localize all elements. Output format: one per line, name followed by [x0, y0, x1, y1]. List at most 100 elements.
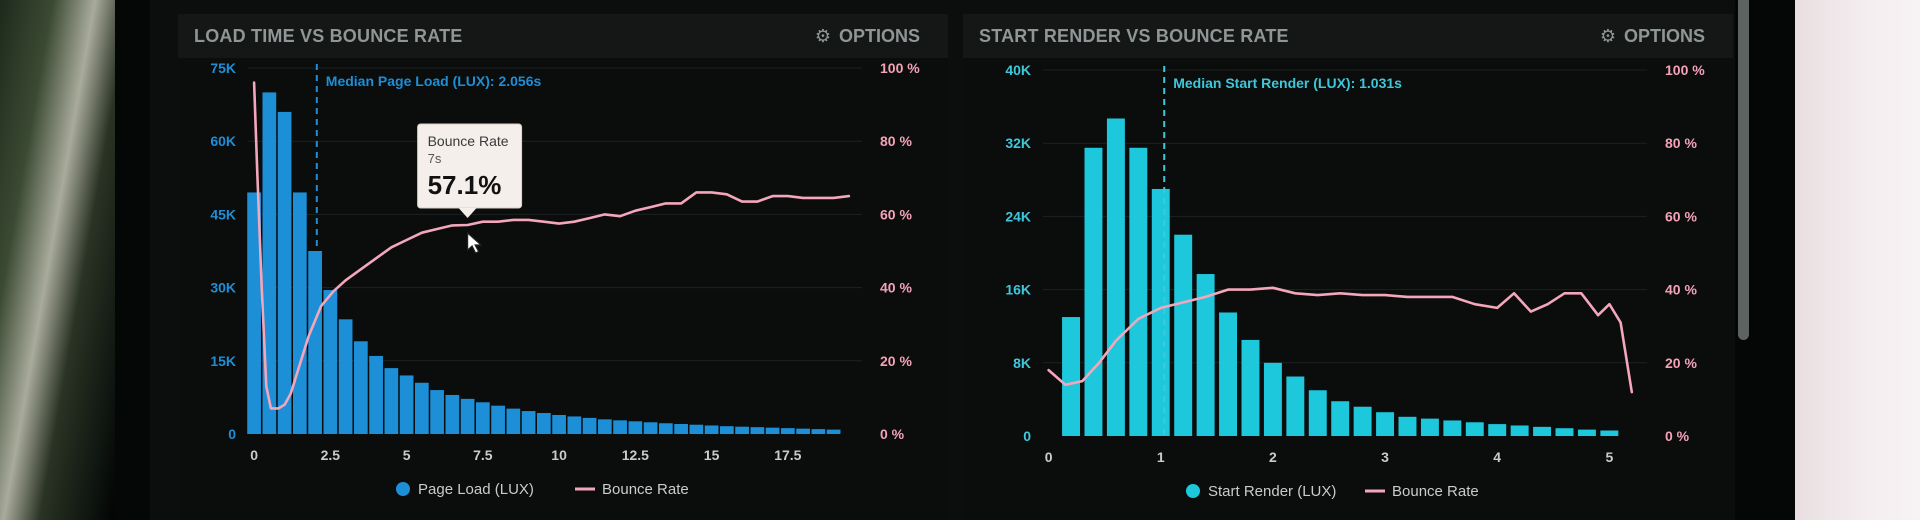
y-right-tick-label: 40 %: [880, 280, 912, 296]
y-left-tick-label: 30K: [210, 280, 236, 296]
bar: [1443, 420, 1462, 436]
bar: [704, 425, 719, 434]
bar: [1062, 317, 1081, 436]
bar: [1084, 147, 1103, 436]
bar: [765, 427, 780, 434]
x-tick-label: 3: [1381, 449, 1389, 465]
bar: [1376, 412, 1395, 436]
legend-label: Bounce Rate: [602, 481, 689, 498]
legend-marker-dot: [1186, 484, 1200, 498]
bar: [262, 92, 277, 435]
bar: [1331, 401, 1350, 436]
x-tick-label: 7.5: [473, 447, 493, 463]
bar: [689, 424, 704, 434]
bar: [1151, 188, 1170, 436]
bar: [247, 192, 261, 434]
bar: [414, 382, 429, 434]
bar: [567, 416, 582, 434]
y-left-tick-label: 40K: [1005, 62, 1031, 78]
bar: [292, 192, 307, 434]
panel-title: LOAD TIME VS BOUNCE RATE: [194, 26, 463, 46]
bar: [1129, 147, 1148, 436]
bar: [369, 355, 383, 434]
x-tick-label: 17.5: [774, 447, 801, 463]
bar: [1263, 362, 1282, 436]
bar: [1577, 429, 1596, 436]
y-left-tick-label: 16K: [1005, 282, 1031, 298]
bar: [628, 421, 643, 434]
bar: [719, 426, 734, 434]
x-tick-label: 5: [403, 447, 411, 463]
bar: [1286, 376, 1305, 436]
bar: [491, 405, 505, 434]
bar: [582, 417, 597, 434]
bar: [338, 319, 353, 434]
load-time-panel: LOAD TIME VS BOUNCE RATE ⚙ OPTIONS 0 15K 3…: [178, 14, 948, 520]
bounce-rate-line: [1047, 286, 1634, 394]
bar: [1353, 406, 1372, 436]
y-right-tick-label: 80 %: [1665, 135, 1697, 151]
y-right-tick-label: 60 %: [1665, 208, 1697, 224]
legend-label: Bounce Rate: [1392, 483, 1479, 500]
background-wall: [1795, 0, 1920, 520]
y-right-tick-label: 100 %: [880, 60, 920, 76]
scrollbar-thumb[interactable]: [1738, 0, 1749, 340]
bar: [796, 428, 810, 434]
bar: [826, 429, 841, 434]
bar: [399, 375, 414, 434]
start-render-chart: 0 8K 16K 24K 32K 40K 0 % 20 % 40 % 60 % 80 % 100 % 0…: [1005, 62, 1705, 500]
bar: [597, 419, 612, 434]
bar: [735, 426, 749, 434]
bar: [1241, 339, 1260, 436]
background-plant: [0, 0, 120, 520]
bar: [750, 427, 765, 434]
y-left-tick-label: 15K: [210, 353, 236, 369]
bar: [811, 429, 826, 434]
options-label: OPTIONS: [838, 26, 920, 46]
bar: [1600, 430, 1619, 436]
legend-label: Page Load (LUX): [418, 481, 534, 498]
bar: [658, 423, 673, 434]
bar: [780, 428, 795, 434]
bounce-rate-line: [252, 81, 851, 410]
x-tick-label: 4: [1493, 449, 1501, 465]
y-left-tick-label: 45K: [210, 206, 236, 222]
tooltip-subtitle: 7s: [428, 151, 442, 166]
bar: [1219, 312, 1238, 436]
bar: [521, 411, 536, 434]
panel-header: START RENDER VS BOUNCE RATE ⚙ OPTIONS: [963, 14, 1733, 58]
y-left-tick-label: 0: [228, 426, 236, 442]
bar: [308, 251, 322, 434]
bar: [1106, 118, 1125, 437]
panel-header: LOAD TIME VS BOUNCE RATE ⚙ OPTIONS: [178, 14, 948, 58]
panel-title: START RENDER VS BOUNCE RATE: [979, 26, 1289, 46]
options-button[interactable]: ⚙ OPTIONS: [1600, 26, 1705, 47]
y-right-tick-label: 0 %: [880, 426, 905, 442]
options-button[interactable]: ⚙ OPTIONS: [815, 26, 920, 47]
x-tick-label: 1: [1157, 449, 1165, 465]
y-left-tick-label: 8K: [1013, 355, 1031, 371]
y-right-tick-label: 80 %: [880, 133, 912, 149]
x-tick-label: 10: [551, 447, 567, 463]
bar: [277, 111, 292, 435]
gear-icon: ⚙: [814, 26, 831, 46]
median-label: Median Page Load (LUX): 2.056s: [326, 73, 542, 89]
x-tick-label: 5: [1605, 449, 1613, 465]
bar: [1398, 416, 1417, 436]
bar: [536, 413, 551, 434]
bar: [1533, 426, 1552, 436]
tooltip-pointer: [458, 208, 477, 219]
y-right-tick-label: 0 %: [1665, 428, 1690, 444]
start-render-panel: START RENDER VS BOUNCE RATE ⚙ OPTIONS 0 8…: [963, 14, 1733, 520]
bar: [1420, 418, 1439, 436]
bar: [1465, 422, 1484, 436]
gear-icon: ⚙: [1599, 26, 1616, 46]
bar: [506, 408, 521, 434]
legend-label: Start Render (LUX): [1208, 483, 1336, 500]
tooltip-value: 57.1%: [428, 170, 502, 200]
x-tick-label: 0: [250, 447, 258, 463]
bar: [613, 420, 627, 434]
bar: [1196, 274, 1215, 436]
bar: [430, 390, 444, 434]
y-right-tick-label: 20 %: [880, 353, 912, 369]
